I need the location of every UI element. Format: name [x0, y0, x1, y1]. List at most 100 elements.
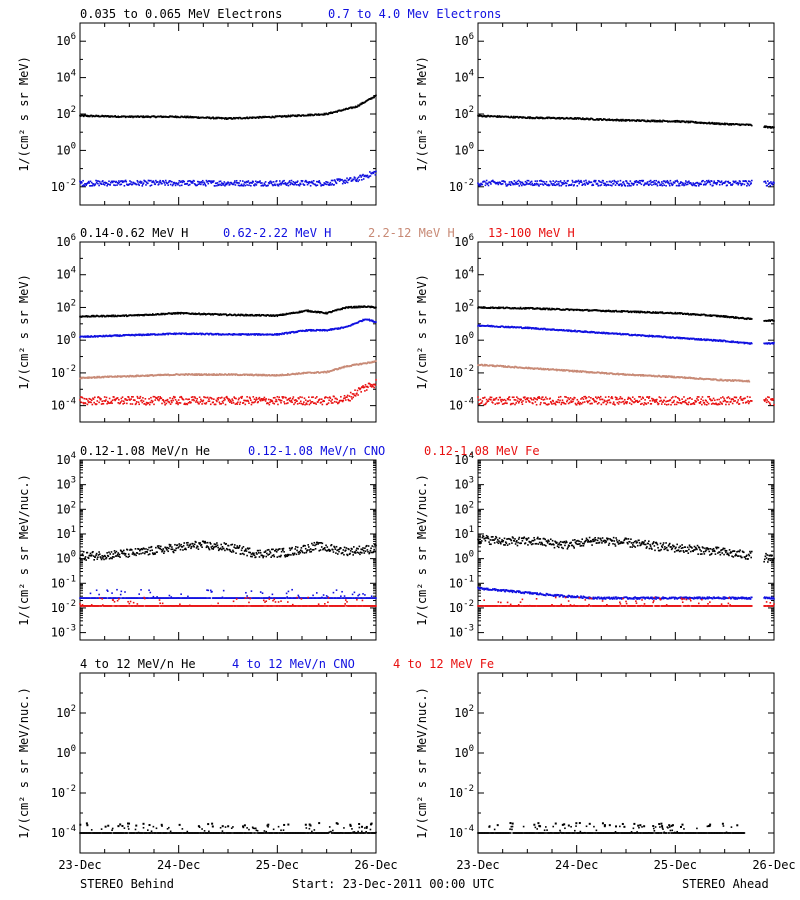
data-point	[670, 183, 673, 185]
data-point	[159, 373, 161, 376]
data-point	[329, 397, 332, 400]
data-point	[134, 403, 137, 406]
data-point	[136, 179, 139, 182]
data-point	[219, 403, 221, 405]
data-point	[140, 181, 143, 183]
data-point	[730, 340, 733, 343]
data-point	[111, 399, 114, 401]
data-point	[217, 332, 219, 335]
data-point	[572, 370, 575, 373]
data-point	[283, 182, 286, 185]
data-point	[305, 402, 308, 405]
data-point	[698, 183, 701, 186]
data-point	[282, 397, 284, 399]
data-point	[280, 182, 283, 185]
data-point	[216, 184, 218, 187]
data-point	[286, 374, 288, 376]
data-point	[620, 118, 622, 121]
data-point	[86, 114, 89, 117]
data-point	[707, 181, 709, 183]
data-point	[369, 383, 371, 385]
data-point	[299, 182, 301, 185]
data-point	[537, 116, 540, 119]
data-point	[201, 403, 203, 405]
data-point	[546, 117, 549, 120]
data-point	[232, 401, 235, 404]
data-point	[508, 183, 510, 186]
data-point	[571, 179, 574, 182]
data-point	[361, 386, 364, 389]
data-point	[307, 182, 310, 185]
data-point	[588, 310, 590, 312]
data-point	[307, 181, 309, 184]
data-point	[369, 175, 372, 177]
data-point	[205, 401, 208, 404]
data-point	[272, 402, 274, 404]
data-point	[596, 183, 599, 185]
y-tick-label: 10-4	[51, 397, 76, 413]
data-point	[657, 180, 660, 183]
plot-frame	[79, 241, 377, 423]
data-point	[95, 179, 97, 182]
data-point	[138, 334, 140, 337]
data-point	[306, 330, 309, 332]
data-point	[585, 179, 587, 182]
data-point	[738, 182, 740, 185]
data-point	[211, 180, 213, 182]
data-point	[372, 172, 375, 175]
data-point	[537, 327, 540, 330]
data-point	[341, 366, 344, 369]
data-point	[183, 180, 186, 183]
data-point	[477, 307, 479, 309]
data-point	[215, 374, 218, 376]
data-point	[684, 182, 686, 185]
data-point	[85, 184, 87, 187]
data-point	[605, 184, 608, 187]
data-point	[263, 396, 266, 399]
data-point	[675, 184, 678, 187]
data-point	[222, 399, 225, 402]
data-point	[275, 398, 277, 401]
data-point	[356, 177, 359, 180]
data-point	[285, 402, 288, 405]
data-point	[256, 333, 258, 335]
data-point	[307, 396, 310, 398]
data-point	[227, 374, 229, 376]
data-point	[537, 367, 539, 369]
data-point	[627, 185, 629, 187]
data-point	[250, 373, 252, 376]
data-point	[176, 312, 178, 315]
data-point	[718, 123, 720, 126]
data-point	[339, 399, 342, 402]
data-point	[560, 184, 563, 187]
data-point	[664, 181, 667, 184]
data-point	[209, 180, 211, 182]
data-point	[116, 376, 118, 378]
data-point	[477, 183, 480, 186]
data-point	[680, 336, 683, 339]
data-point	[102, 183, 105, 185]
data-point	[134, 399, 136, 402]
data-point	[483, 364, 485, 367]
data-point	[162, 399, 165, 401]
data-point	[200, 333, 203, 336]
data-point	[287, 184, 290, 187]
data-point	[116, 334, 119, 336]
data-point	[108, 180, 110, 183]
data-point	[92, 315, 94, 318]
data-point	[150, 399, 153, 402]
data-point	[269, 180, 272, 183]
data-point	[519, 306, 522, 309]
data-point	[267, 402, 269, 405]
data-point	[135, 401, 138, 403]
data-point	[239, 314, 242, 317]
data-point	[145, 116, 148, 118]
data-point	[231, 398, 234, 400]
data-point	[627, 310, 629, 312]
data-point	[353, 306, 356, 309]
data-point	[235, 181, 237, 184]
data-point	[209, 181, 212, 183]
data-point	[620, 183, 622, 185]
data-point	[218, 180, 221, 183]
data-point	[82, 115, 85, 118]
